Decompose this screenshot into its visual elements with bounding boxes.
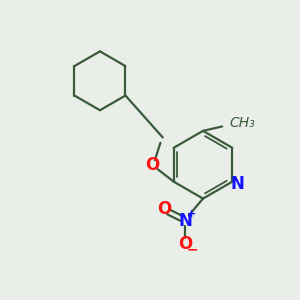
Text: CH₃: CH₃	[230, 116, 255, 130]
Text: N: N	[178, 212, 192, 230]
Text: O: O	[146, 157, 160, 175]
Text: −: −	[187, 242, 199, 256]
Text: N: N	[231, 175, 244, 193]
Text: O: O	[157, 200, 171, 218]
Text: +: +	[187, 208, 196, 219]
Text: O: O	[178, 235, 193, 253]
